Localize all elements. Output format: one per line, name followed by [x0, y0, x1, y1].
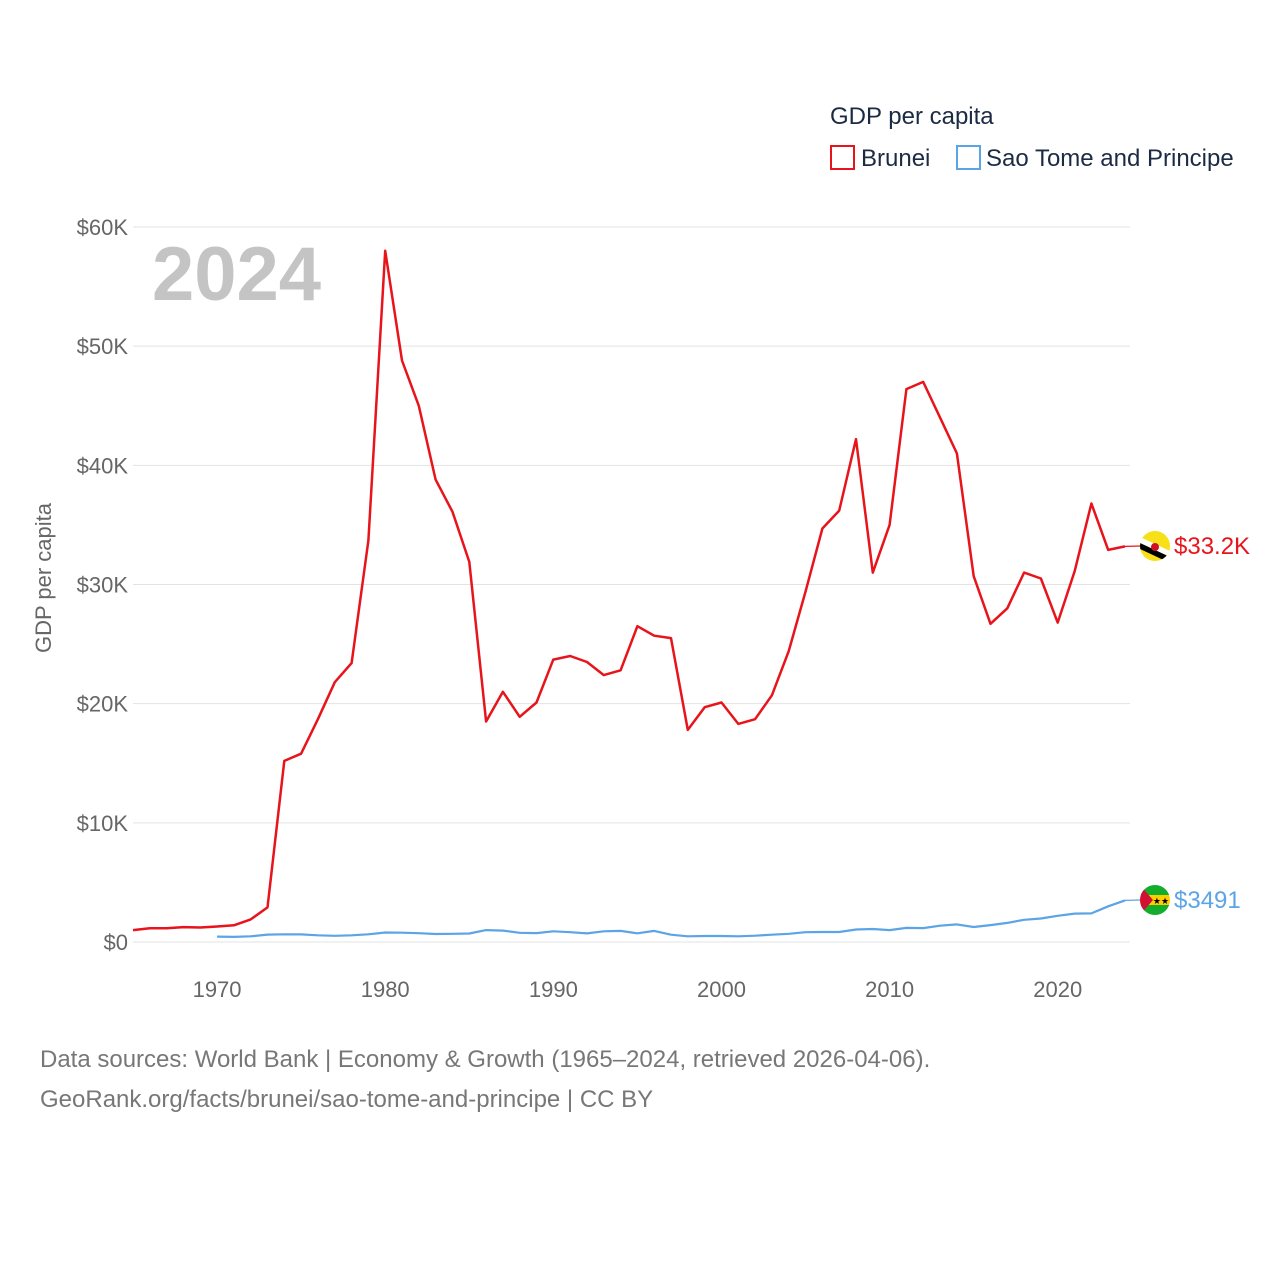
x-axis-ticks: 1970 1980 1990 2000 2010 2020	[193, 977, 1083, 1002]
x-tick-label: 1990	[529, 977, 578, 1002]
gridlines	[133, 226, 1130, 943]
y-tick-label: $10K	[77, 811, 129, 836]
svg-text:★★: ★★	[1153, 897, 1169, 907]
series-line-sao-tome[interactable]	[217, 899, 1126, 938]
sao-tome-flag-icon: ★★	[1140, 885, 1170, 915]
legend-label-brunei: Brunei	[861, 145, 930, 172]
y-tick-label: $30K	[77, 573, 129, 598]
series-lines	[132, 249, 1126, 938]
y-tick-label: $40K	[77, 453, 129, 478]
y-tick-label: $0	[104, 930, 128, 955]
legend-item-sao-tome[interactable]: Sao Tome and Principe	[956, 145, 1234, 172]
legend: GDP per capita Brunei Sao Tome and Princ…	[830, 103, 1234, 172]
legend-swatch-brunei	[830, 145, 855, 170]
x-tick-label: 1970	[193, 977, 242, 1002]
legend-title: GDP per capita	[830, 103, 994, 130]
legend-item-brunei[interactable]: Brunei	[830, 145, 930, 172]
end-labels: $33.2K ★★ $3491	[1124, 531, 1250, 915]
brunei-flag-icon	[1140, 531, 1170, 561]
y-tick-label: $60K	[77, 215, 129, 240]
y-tick-label: $50K	[77, 334, 129, 359]
x-tick-label: 2010	[865, 977, 914, 1002]
y-axis-ticks: $0 $10K $20K $30K $40K $50K $60K	[77, 215, 129, 955]
credit-link[interactable]: GeoRank.org/facts/brunei/sao-tome-and-pr…	[40, 1086, 654, 1113]
year-watermark: 2024	[152, 232, 321, 317]
gdp-line-chart: $0 $10K $20K $30K $40K $50K $60K 1970 1980 1990 2…	[31, 103, 1250, 1002]
series-line-brunei[interactable]	[132, 249, 1126, 932]
legend-label-sao-tome: Sao Tome and Principe	[986, 145, 1234, 172]
source-note: Data sources: World Bank | Economy & Gro…	[40, 1046, 931, 1073]
x-tick-label: 2020	[1033, 977, 1082, 1002]
x-tick-label: 1980	[361, 977, 410, 1002]
y-tick-label: $20K	[77, 692, 129, 717]
end-value-label-sao-tome: $3491	[1174, 887, 1241, 914]
legend-swatch-sao-tome	[956, 145, 981, 170]
x-tick-label: 2000	[697, 977, 746, 1002]
end-value-label-brunei: $33.2K	[1174, 533, 1250, 560]
y-axis-label: GDP per capita	[31, 502, 56, 653]
